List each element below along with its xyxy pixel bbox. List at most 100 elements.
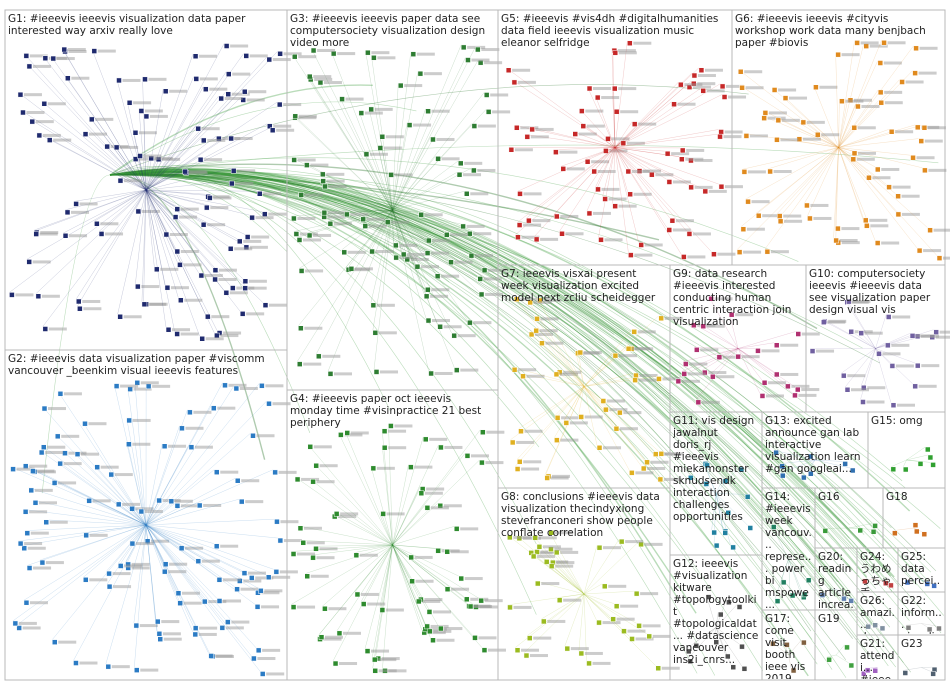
edge [145,524,196,559]
node-label [652,634,671,638]
node-label [701,400,720,404]
edge [109,84,749,176]
node-label [344,433,363,437]
node [106,583,113,590]
edge [126,417,147,526]
edge [583,541,639,595]
node-label [368,224,387,228]
edge [711,493,717,531]
node-label [724,185,743,189]
node-label [768,381,787,385]
edge [330,51,393,211]
node-label [723,135,742,139]
edge [145,189,179,298]
node [632,377,638,383]
edge [583,377,633,387]
node-label [664,316,683,320]
node [858,330,864,336]
edge [109,171,891,584]
node-label [314,77,333,81]
node [548,563,555,569]
edge [126,100,147,191]
node [657,476,664,483]
node-label [328,184,347,188]
edge [392,544,439,627]
edge [392,209,425,294]
node-label [151,539,170,543]
node [775,117,782,124]
node [719,83,726,90]
node [835,225,841,232]
node [533,327,539,334]
node [841,595,847,602]
node [872,622,878,628]
node-label [791,384,810,388]
node [33,231,39,237]
edge [875,333,916,349]
node [849,467,856,474]
node [895,193,901,199]
edge [145,524,257,649]
node-label [147,302,166,306]
edge [921,623,937,627]
node [205,313,211,320]
node [62,233,69,239]
edge [838,147,864,218]
node [313,462,319,469]
node [26,63,33,70]
node [892,530,898,536]
edge [838,70,913,148]
node [135,208,142,215]
node-label [780,372,799,376]
node-label [532,219,551,223]
node-label [122,78,141,82]
node [212,267,219,273]
node-label [841,241,860,245]
edge [145,524,250,576]
node [591,168,597,175]
node [613,108,620,115]
edge [77,189,147,307]
node-label [647,466,666,470]
node-label [798,393,817,397]
node [612,352,619,359]
node-label [618,87,637,91]
edge [392,51,412,211]
edge [17,91,147,191]
edge [583,593,647,635]
node-label [36,469,55,473]
edge [145,524,209,654]
node [649,171,655,178]
edge [327,209,393,372]
edge [145,498,240,526]
node [930,671,936,677]
node-label [672,228,691,232]
node [363,151,370,158]
node [368,106,374,113]
node [141,301,148,308]
node-label [231,620,250,624]
node [138,508,145,515]
edge [392,486,421,546]
node [515,234,521,241]
edge [145,189,250,216]
edge [127,386,147,526]
node [370,302,377,309]
node-label [810,203,829,207]
node [467,319,473,326]
edge [614,140,622,148]
node-label [443,504,462,508]
node-label [443,325,462,329]
node [17,91,24,98]
node [688,184,694,191]
node-label [664,452,683,456]
node [505,67,512,74]
edge [614,147,638,169]
node-label [48,327,67,331]
node-label [608,197,627,201]
node-label [133,101,152,105]
node [675,378,682,385]
node-label [520,297,539,301]
edge [835,147,839,227]
edge [875,348,877,352]
